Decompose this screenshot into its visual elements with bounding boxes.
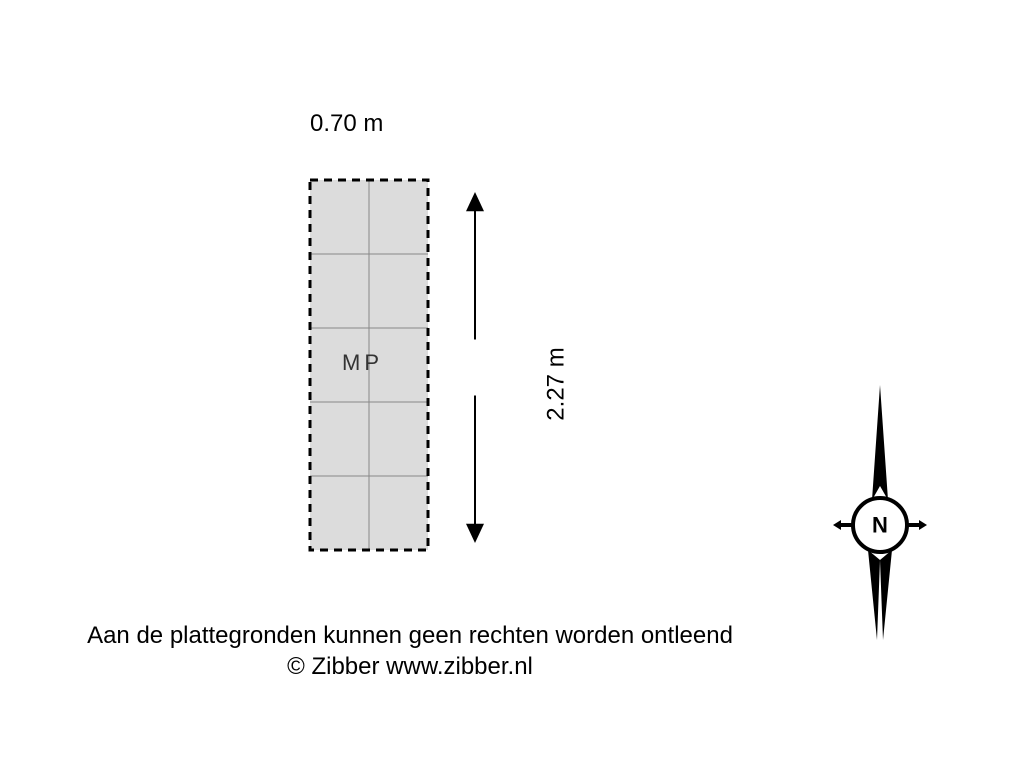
room-label: MP (342, 350, 383, 376)
height-dimension-label: 2.27 m (543, 347, 571, 420)
width-dimension-label: 0.70 m (310, 110, 383, 138)
svg-text:N: N (872, 513, 888, 538)
disclaimer-line2: © Zibber www.zibber.nl (20, 651, 800, 682)
floorplan-canvas: N 0.70 m 2.27 m MP Aan de plattegronden … (0, 0, 1024, 768)
disclaimer-line1: Aan de plattegronden kunnen geen rechten… (20, 620, 800, 651)
disclaimer-block: Aan de plattegronden kunnen geen rechten… (20, 620, 800, 682)
